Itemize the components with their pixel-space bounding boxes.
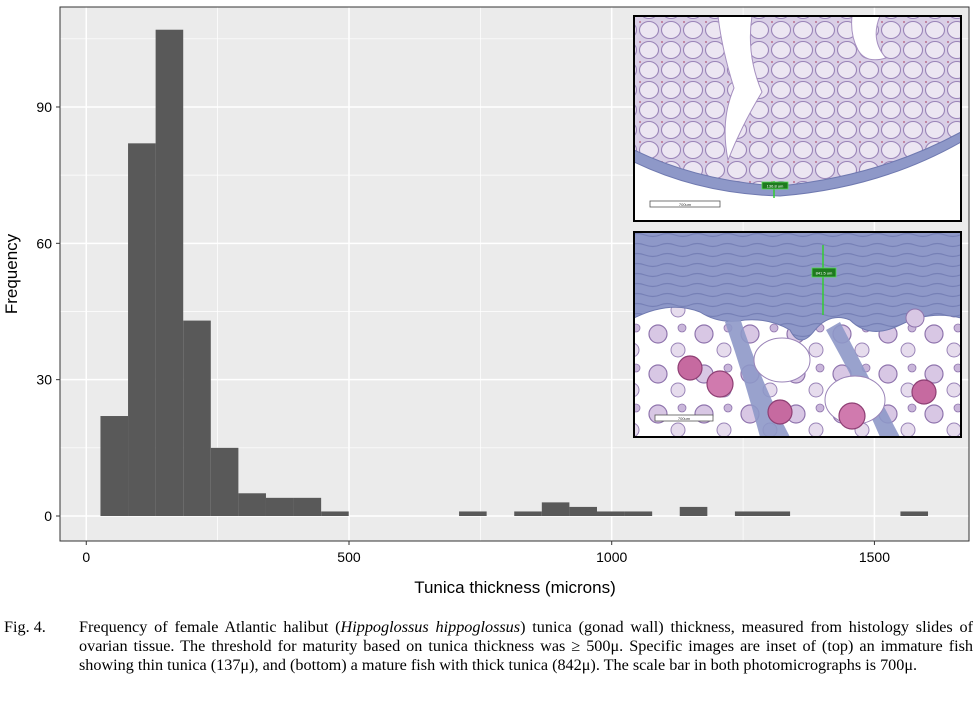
histogram-bar [569, 506, 597, 517]
plot-border [59, 6, 970, 542]
figure-number: Fig. 4. [4, 618, 46, 636]
histogram-bar [238, 493, 266, 517]
y-tick-label: 30 [36, 372, 52, 388]
x-tick-label: 500 [337, 549, 361, 565]
histogram-bar [321, 511, 349, 517]
histogram-bar [100, 416, 129, 517]
x-tick-label: 1500 [859, 549, 890, 565]
caption-text: Frequency of female Atlantic halibut (Hi… [79, 618, 973, 675]
histogram-bar [541, 502, 570, 517]
x-tick-label: 1000 [596, 549, 627, 565]
caption-text-part: Frequency of female Atlantic halibut ( [79, 618, 341, 636]
y-tick-label: 0 [44, 508, 52, 524]
thin-tunica-band [634, 131, 961, 197]
histogram-bar [183, 320, 211, 517]
histogram-bar [734, 511, 763, 517]
y-tick-label: 90 [36, 99, 52, 115]
histogram-bar [265, 497, 294, 517]
tissue-background [634, 132, 961, 221]
thick-tunica-band [634, 232, 961, 341]
histogram-bars [100, 29, 929, 517]
inset-bottom-photomicrograph: 841.5 um 700um [633, 231, 962, 438]
caption-text-part: ) tunica (gonad wall) thickness, measure… [79, 618, 973, 674]
histogram-bar [155, 29, 184, 517]
x-axis-title: Tunica thickness (microns) [414, 578, 616, 597]
scale-bar [654, 414, 714, 422]
histogram-bar [514, 511, 542, 517]
species-name: Hippoglossus hippoglossus [340, 618, 521, 636]
x-tick-label: 0 [82, 549, 90, 565]
measure-label-bottom: 841.5 um [816, 271, 833, 276]
histogram-bar [762, 511, 791, 517]
scale-bar-label-top: 700um [679, 202, 692, 207]
measure-label-box [811, 267, 837, 278]
histogram-figure: 136.8 um 700um 841.5 um 700um [2, 6, 970, 597]
axis-ticks [56, 106, 875, 545]
histogram-bar [210, 447, 239, 517]
tissue-gap [851, 16, 887, 61]
histogram-bar [128, 143, 156, 517]
measure-label-box [761, 181, 789, 190]
inset-top-photomicrograph: 136.8 um 700um [633, 15, 962, 222]
y-tick-label: 60 [36, 235, 52, 251]
histogram-bar [293, 497, 322, 517]
measure-label-top: 136.8 um [767, 184, 784, 189]
y-axis-title: Frequency [2, 233, 21, 314]
scale-bar-label-bottom: 700um [678, 416, 691, 421]
histogram-bar [459, 511, 487, 517]
scale-bar [649, 200, 721, 208]
axis-tick-labels: 0 500 1000 1500 0 30 60 90 [36, 99, 890, 565]
histogram-bar [900, 511, 929, 517]
histogram-bar [679, 506, 708, 517]
histogram-bar [596, 511, 625, 517]
histogram-bar [624, 511, 653, 517]
tissue-gap [717, 16, 763, 162]
